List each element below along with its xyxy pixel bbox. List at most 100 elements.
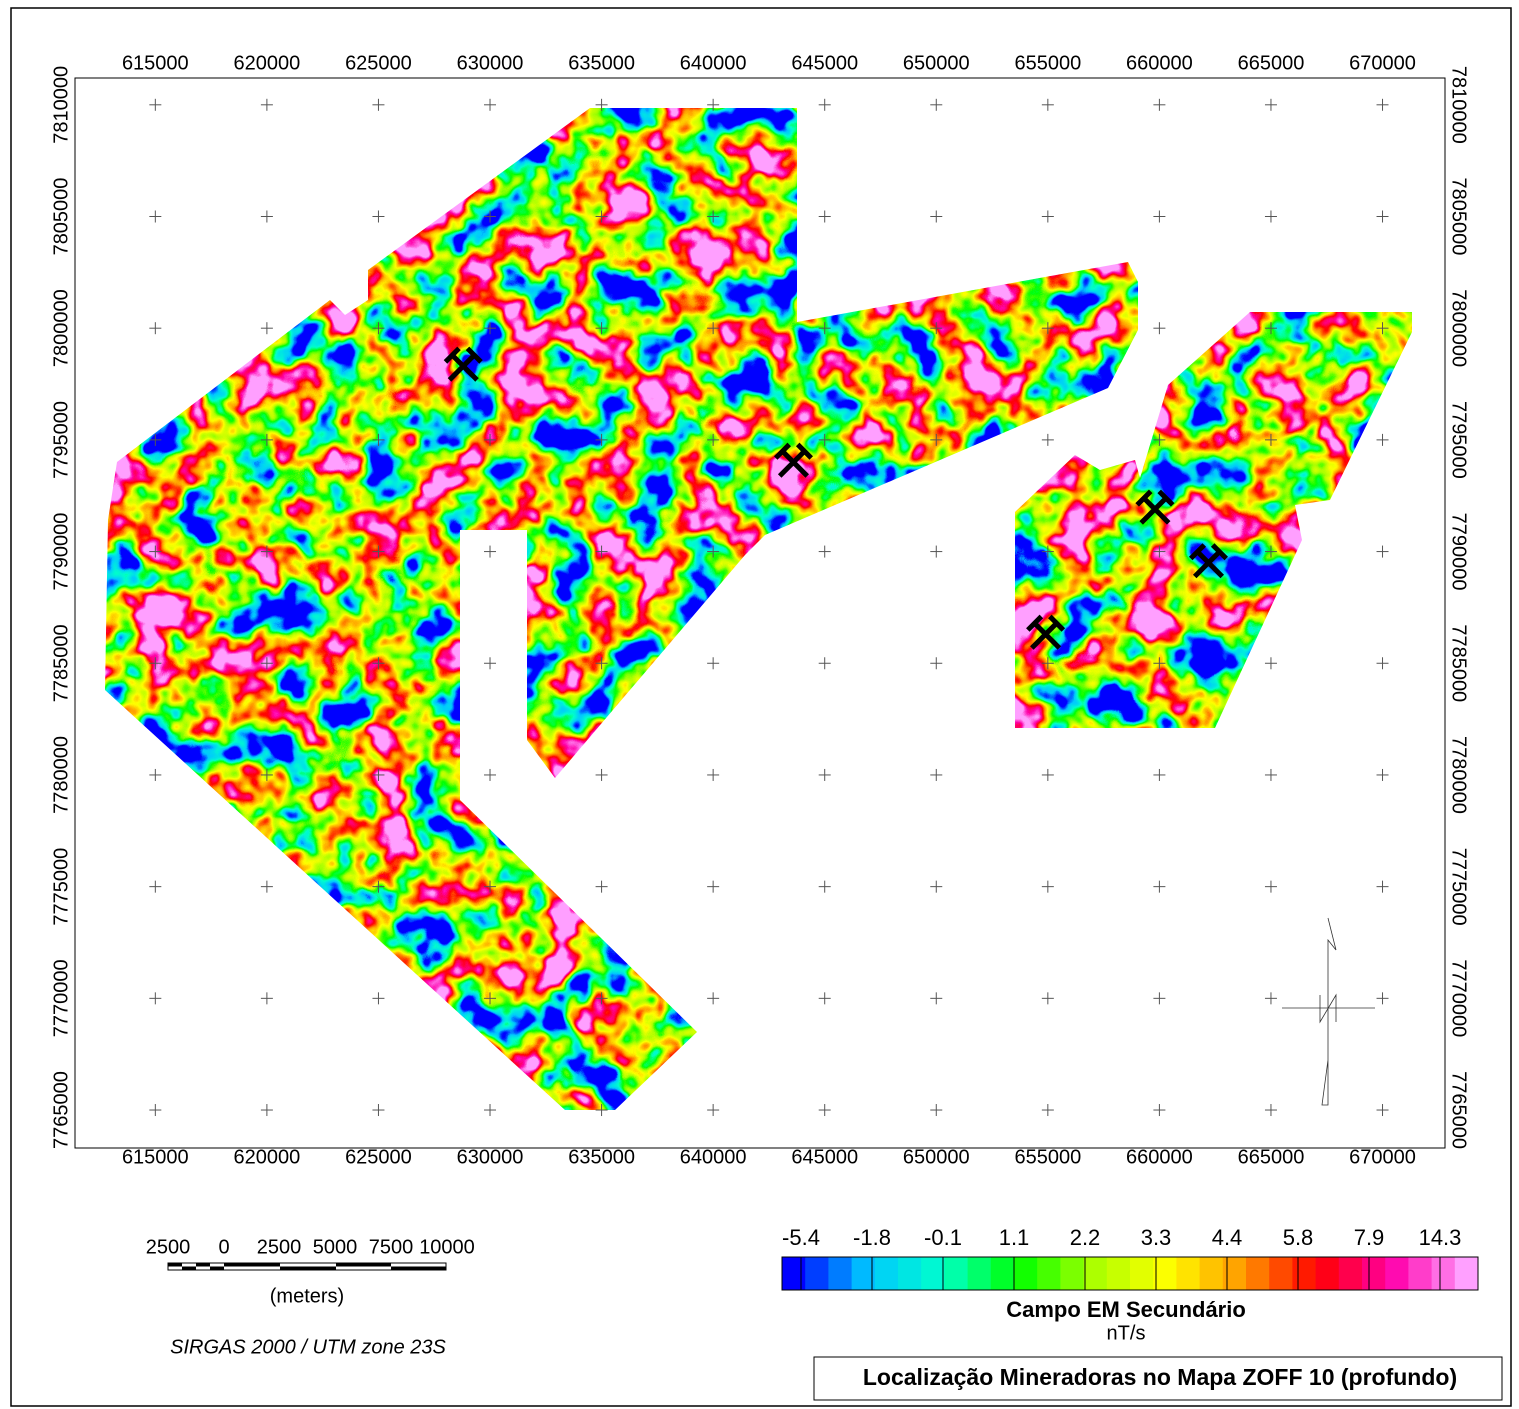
grid-cross xyxy=(707,1104,719,1116)
y-tick-label-left: 7790000 xyxy=(50,513,72,591)
grid-cross xyxy=(819,769,831,781)
y-tick-label-right: 7795000 xyxy=(1448,401,1470,479)
grid-cross xyxy=(930,881,942,893)
colorbar-cell xyxy=(1316,1257,1340,1290)
colorbar-cell xyxy=(1107,1257,1131,1290)
grid-cross xyxy=(707,769,719,781)
scale-label: 7500 xyxy=(369,1236,414,1258)
scale-label: 2500 xyxy=(257,1236,302,1258)
colorbar-cell xyxy=(782,1257,806,1290)
x-tick-label-top: 645000 xyxy=(791,52,858,74)
y-tick-label-right: 7780000 xyxy=(1448,736,1470,814)
scale-label: 5000 xyxy=(313,1236,358,1258)
colorbar-cell xyxy=(944,1257,968,1290)
grid-cross xyxy=(484,99,496,111)
scale-unit: (meters) xyxy=(270,1285,344,1307)
grid-cross xyxy=(149,322,161,334)
grid-cross xyxy=(484,769,496,781)
grid-cross xyxy=(1377,99,1389,111)
colorbar-cell xyxy=(1060,1257,1084,1290)
grid-cross xyxy=(149,99,161,111)
map-figure: (meters) SIRGAS 2000 / UTM zone 23S Camp… xyxy=(0,0,1519,1409)
y-tick-label-left: 7765000 xyxy=(50,1071,72,1149)
grid-cross xyxy=(1042,99,1054,111)
y-tick-label-left: 7775000 xyxy=(50,848,72,926)
colorbar-unit: nT/s xyxy=(1107,1322,1146,1344)
grid-cross xyxy=(1153,1104,1165,1116)
grid-cross xyxy=(930,210,942,222)
grid-cross xyxy=(149,992,161,1004)
y-tick-label-left: 7805000 xyxy=(50,178,72,256)
colorbar-cell xyxy=(1339,1257,1363,1290)
y-tick-label-right: 7770000 xyxy=(1448,959,1470,1037)
grid-cross xyxy=(261,210,273,222)
grid-cross xyxy=(261,992,273,1004)
x-tick-label-top: 635000 xyxy=(568,52,635,74)
grid-cross xyxy=(1042,210,1054,222)
colorbar-label: 7.9 xyxy=(1354,1225,1385,1250)
grid-cross xyxy=(372,210,384,222)
scale-label: 10000 xyxy=(419,1236,475,1258)
x-tick-label-top: 615000 xyxy=(122,52,189,74)
grid-cross xyxy=(1042,1104,1054,1116)
grid-cross xyxy=(149,1104,161,1116)
grid-cross xyxy=(261,1104,273,1116)
colorbar-cell xyxy=(1455,1257,1479,1290)
x-tick-label-top: 670000 xyxy=(1349,52,1416,74)
colorbar-label: -5.4 xyxy=(782,1225,820,1250)
grid-cross xyxy=(1042,881,1054,893)
grid-cross xyxy=(1153,992,1165,1004)
colorbar-cell xyxy=(1269,1257,1293,1290)
y-tick-label-left: 7800000 xyxy=(50,289,72,367)
survey-raster xyxy=(0,0,1519,1409)
grid-cross xyxy=(1042,769,1054,781)
y-tick-label-right: 7790000 xyxy=(1448,513,1470,591)
x-tick-label-top: 655000 xyxy=(1014,52,1081,74)
grid-cross xyxy=(1377,881,1389,893)
grid-cross xyxy=(1265,992,1277,1004)
grid-cross xyxy=(1042,434,1054,446)
scale-label: 0 xyxy=(218,1236,229,1258)
grid-cross xyxy=(372,1104,384,1116)
x-tick-label-bottom: 650000 xyxy=(903,1146,970,1168)
colorbar-label: 3.3 xyxy=(1141,1225,1172,1250)
y-tick-label-right: 7765000 xyxy=(1448,1071,1470,1149)
grid-cross xyxy=(930,769,942,781)
grid-cross xyxy=(1153,322,1165,334)
projection: SIRGAS 2000 / UTM zone 23S xyxy=(170,1336,446,1358)
x-tick-label-bottom: 665000 xyxy=(1238,1146,1305,1168)
colorbar-cell xyxy=(1432,1257,1456,1290)
colorbar-cell xyxy=(1130,1257,1154,1290)
grid-cross xyxy=(1265,769,1277,781)
colorbar-cell xyxy=(921,1257,945,1290)
x-tick-label-top: 650000 xyxy=(903,52,970,74)
x-tick-label-top: 630000 xyxy=(457,52,524,74)
grid-cross xyxy=(1265,881,1277,893)
colorbar-cell xyxy=(1223,1257,1247,1290)
colorbar-cell xyxy=(1153,1257,1177,1290)
grid-cross xyxy=(930,1104,942,1116)
colorbar-cell xyxy=(898,1257,922,1290)
grid-cross xyxy=(1377,992,1389,1004)
colorbar-cell xyxy=(1246,1257,1270,1290)
y-tick-label-left: 7795000 xyxy=(50,401,72,479)
grid-cross xyxy=(819,881,831,893)
grid-cross xyxy=(1265,99,1277,111)
colorbar-cell xyxy=(968,1257,992,1290)
x-tick-label-bottom: 615000 xyxy=(122,1146,189,1168)
grid-cross xyxy=(1153,769,1165,781)
colorbar-label: 1.1 xyxy=(999,1225,1030,1250)
grid-cross xyxy=(484,1104,496,1116)
grid-cross xyxy=(372,992,384,1004)
colorbar-cell xyxy=(1292,1257,1316,1290)
grid-cross xyxy=(819,657,831,669)
grid-cross xyxy=(261,881,273,893)
x-tick-label-top: 660000 xyxy=(1126,52,1193,74)
grid-cross xyxy=(596,881,608,893)
colorbar-label: -0.1 xyxy=(924,1225,962,1250)
x-tick-label-bottom: 640000 xyxy=(680,1146,747,1168)
grid-cross xyxy=(1377,434,1389,446)
y-tick-label-left: 7810000 xyxy=(50,66,72,144)
colorbar-cell xyxy=(805,1257,829,1290)
colorbar-cell xyxy=(1084,1257,1108,1290)
